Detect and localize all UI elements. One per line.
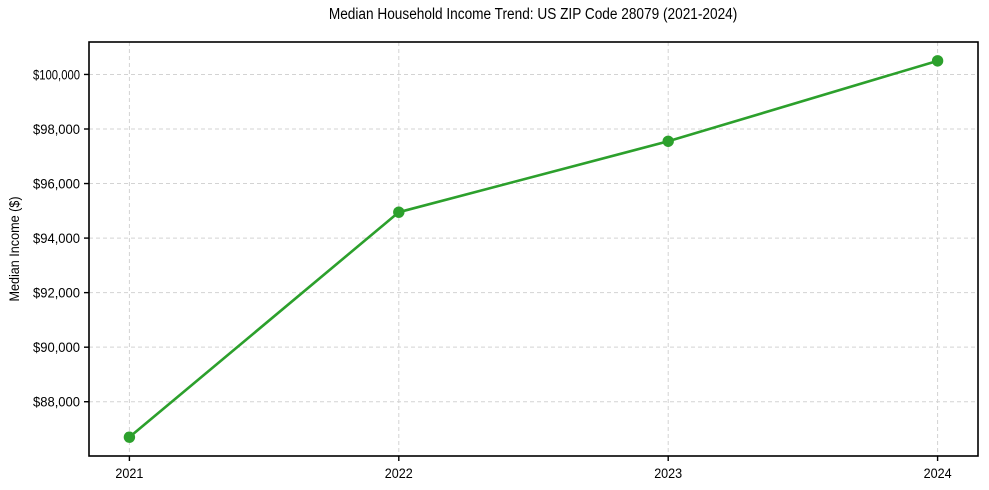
y-tick-label: $96,000 [33, 175, 80, 191]
y-tick-label: $88,000 [33, 394, 80, 410]
x-tick-label: 2023 [654, 465, 682, 481]
plot-border [88, 41, 979, 457]
x-tick-label: 2024 [924, 465, 952, 481]
x-tick-label: 2021 [115, 465, 143, 481]
data-point-marker [931, 55, 944, 67]
chart-title-text: Median Household Income Trend: US ZIP Co… [329, 6, 738, 23]
y-tick-label: $90,000 [33, 339, 80, 355]
y-tick-label: $92,000 [33, 285, 80, 301]
chart-title: Median Household Income Trend: US ZIP Co… [89, 6, 978, 24]
data-point-marker [123, 431, 136, 443]
data-point-marker [662, 135, 674, 147]
y-tick-label: $94,000 [33, 230, 80, 246]
trend-line [128, 59, 939, 439]
y-tick-label: $100,000 [33, 66, 80, 82]
x-tick-label: 2022 [385, 465, 413, 481]
data-point-marker [393, 206, 405, 218]
y-tick-label: $98,000 [33, 121, 80, 137]
